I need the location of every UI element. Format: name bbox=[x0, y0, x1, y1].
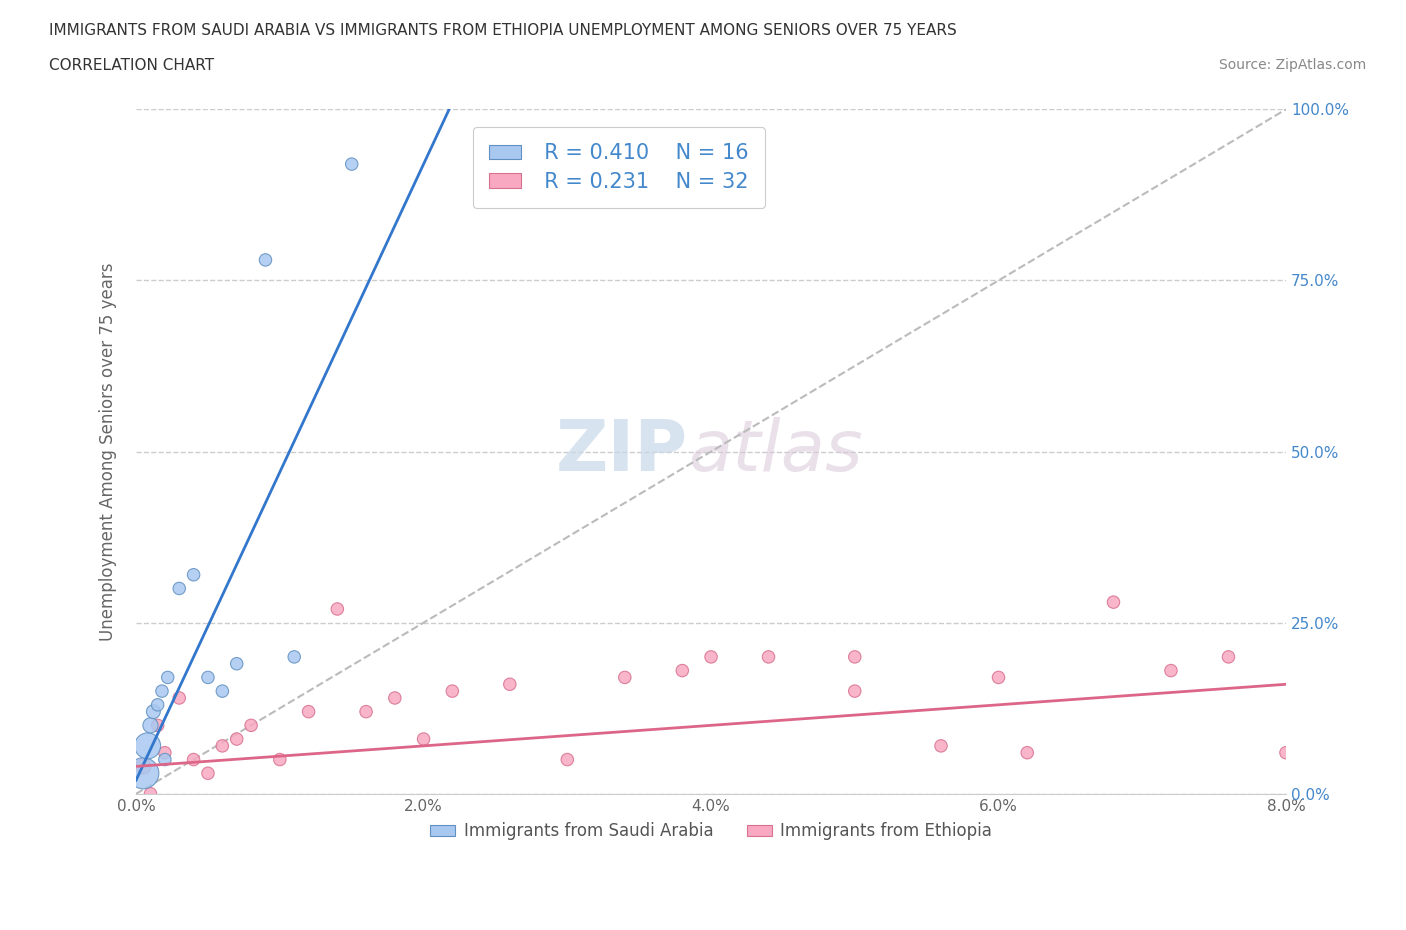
Point bbox=[132, 759, 155, 774]
Point bbox=[412, 732, 434, 747]
Point bbox=[197, 670, 219, 684]
Text: atlas: atlas bbox=[688, 417, 863, 486]
Point bbox=[150, 684, 173, 698]
Point bbox=[254, 252, 277, 267]
Point bbox=[139, 787, 162, 802]
Point bbox=[700, 649, 723, 664]
Point bbox=[146, 718, 169, 733]
Point bbox=[1218, 649, 1240, 664]
Text: ZIP: ZIP bbox=[555, 417, 688, 486]
Point bbox=[156, 670, 179, 684]
Point bbox=[183, 752, 205, 767]
Point bbox=[499, 677, 522, 692]
Point bbox=[987, 670, 1010, 684]
Point bbox=[211, 684, 233, 698]
Point bbox=[844, 649, 866, 664]
Point bbox=[225, 732, 247, 747]
Point bbox=[1275, 745, 1298, 760]
Point bbox=[146, 698, 169, 712]
Point bbox=[225, 657, 247, 671]
Point bbox=[671, 663, 693, 678]
Point bbox=[1017, 745, 1039, 760]
Point bbox=[354, 704, 377, 719]
Point bbox=[167, 581, 190, 596]
Point bbox=[441, 684, 464, 698]
Point bbox=[1102, 594, 1125, 609]
Point bbox=[929, 738, 952, 753]
Point bbox=[167, 690, 190, 705]
Point bbox=[136, 738, 159, 753]
Text: CORRELATION CHART: CORRELATION CHART bbox=[49, 58, 214, 73]
Point bbox=[384, 690, 406, 705]
Point bbox=[183, 567, 205, 582]
Point bbox=[153, 752, 176, 767]
Point bbox=[297, 704, 319, 719]
Y-axis label: Unemployment Among Seniors over 75 years: Unemployment Among Seniors over 75 years bbox=[100, 262, 117, 641]
Text: IMMIGRANTS FROM SAUDI ARABIA VS IMMIGRANTS FROM ETHIOPIA UNEMPLOYMENT AMONG SENI: IMMIGRANTS FROM SAUDI ARABIA VS IMMIGRAN… bbox=[49, 23, 957, 38]
Point bbox=[1160, 663, 1182, 678]
Point bbox=[132, 765, 155, 780]
Point bbox=[844, 684, 866, 698]
Point bbox=[153, 745, 176, 760]
Point bbox=[758, 649, 780, 664]
Legend: Immigrants from Saudi Arabia, Immigrants from Ethiopia: Immigrants from Saudi Arabia, Immigrants… bbox=[423, 816, 998, 847]
Point bbox=[142, 704, 165, 719]
Point bbox=[283, 649, 305, 664]
Point bbox=[555, 752, 578, 767]
Point bbox=[269, 752, 291, 767]
Text: Source: ZipAtlas.com: Source: ZipAtlas.com bbox=[1219, 58, 1367, 72]
Point bbox=[197, 765, 219, 780]
Point bbox=[326, 602, 349, 617]
Point bbox=[240, 718, 263, 733]
Point bbox=[613, 670, 636, 684]
Point bbox=[139, 718, 162, 733]
Point bbox=[340, 156, 363, 171]
Point bbox=[211, 738, 233, 753]
